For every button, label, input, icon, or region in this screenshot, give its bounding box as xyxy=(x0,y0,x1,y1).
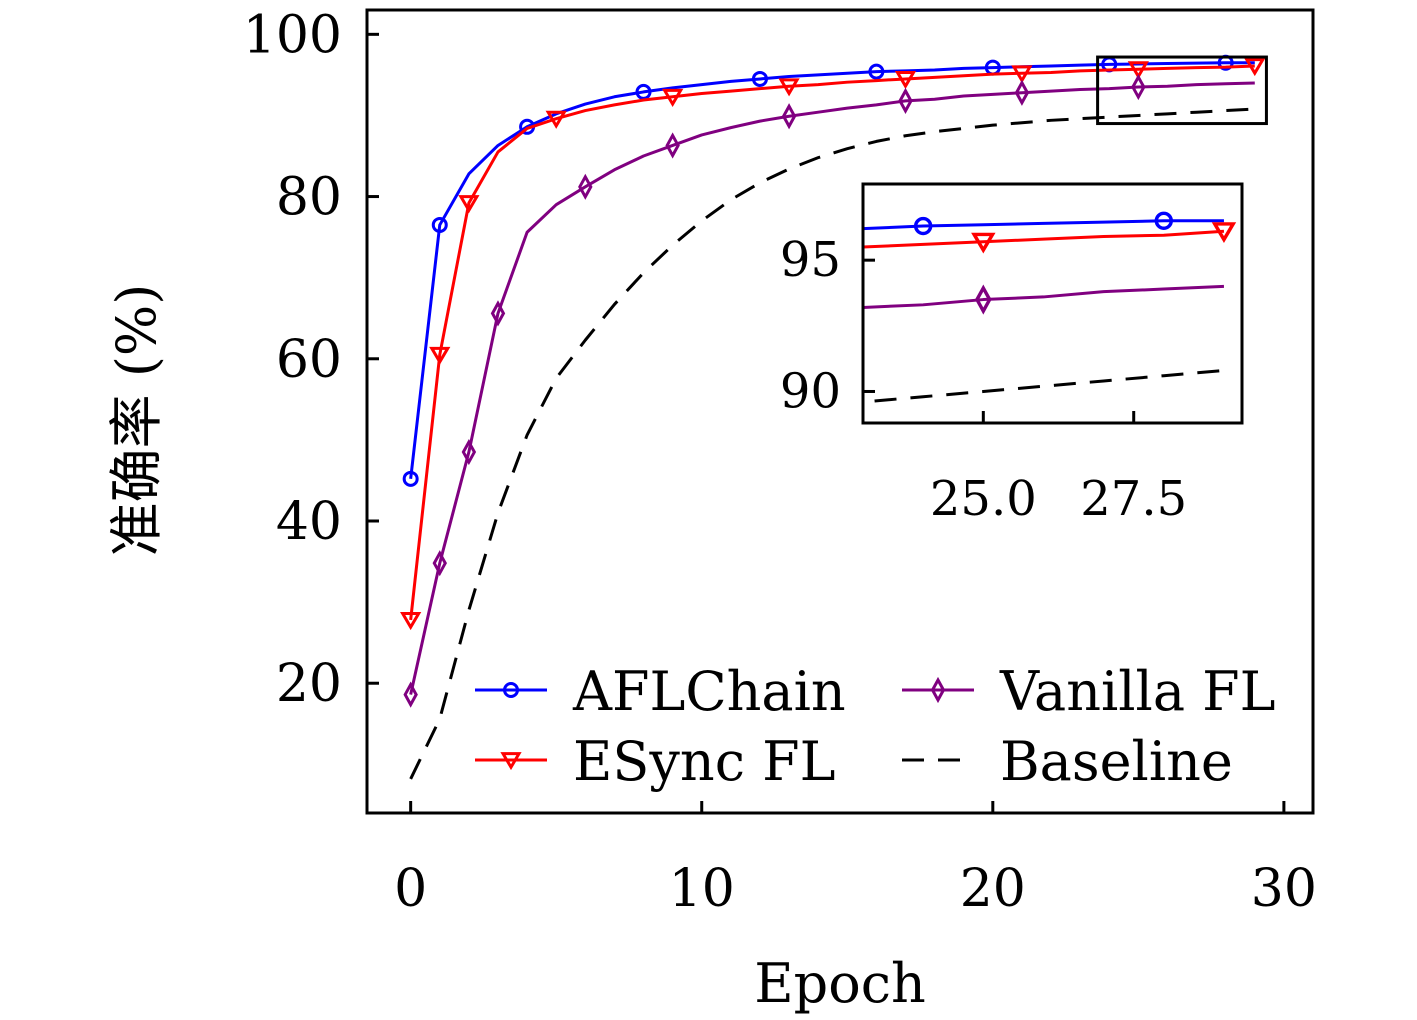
data-point-aflchain xyxy=(868,63,885,80)
y-tick-label: 20 xyxy=(276,654,342,714)
data-point-vanilla-fl xyxy=(432,550,447,577)
data-point-esync-fl xyxy=(1244,58,1266,77)
inset-y-tick-label: 90 xyxy=(780,363,841,419)
legend-label: AFLChain xyxy=(572,660,846,723)
data-point-vanilla-fl xyxy=(781,103,797,130)
data-point-esync-fl xyxy=(778,78,800,97)
x-tick-label: 20 xyxy=(960,859,1026,919)
data-point-aflchain xyxy=(431,216,448,233)
x-tick-label: 30 xyxy=(1251,859,1317,919)
series-baseline xyxy=(409,107,1255,780)
y-tick-label: 60 xyxy=(276,330,342,390)
inset-series-line-esync-fl xyxy=(863,229,1225,249)
legend-item-baseline: Baseline xyxy=(902,730,1233,793)
y-tick-label: 80 xyxy=(276,168,342,228)
data-point-esync-fl xyxy=(1127,61,1149,80)
data-point-vanilla-fl xyxy=(578,173,593,200)
legend: AFLChain ESync FL Vanilla FL Baseline xyxy=(475,660,1276,793)
inset-data-point-vanilla-fl xyxy=(975,284,992,315)
inset-data-point-esync-fl xyxy=(971,232,996,254)
data-point-esync-fl xyxy=(458,195,480,214)
data-point-vanilla-fl xyxy=(1014,79,1030,106)
data-point-esync-fl xyxy=(662,88,684,107)
data-point-aflchain xyxy=(402,470,419,487)
data-point-esync-fl xyxy=(545,110,567,129)
inset-series-vanilla-fl xyxy=(863,284,1225,315)
legend-marker xyxy=(503,682,519,698)
data-point-vanilla-fl xyxy=(403,681,418,708)
inset-series-aflchain xyxy=(863,211,1224,236)
main-plot-area: 0 10 20 30 20 40 60 80 100 xyxy=(243,5,1317,919)
inset-frame xyxy=(861,182,1244,425)
inset-plot-area: 25.0 27.5 90 95 xyxy=(780,182,1244,527)
inset-data-point-aflchain xyxy=(913,216,933,236)
inset-series-line-vanilla-fl xyxy=(863,284,1225,309)
plot-frame xyxy=(365,8,1315,815)
legend-label: Vanilla FL xyxy=(999,660,1276,723)
inset-x-tick-label: 27.5 xyxy=(1080,471,1187,527)
data-point-vanilla-fl xyxy=(461,438,477,466)
series-line-vanilla-fl xyxy=(409,81,1255,695)
y-axis-title: 准确率 (%) xyxy=(105,284,168,557)
x-tick-label: 0 xyxy=(394,859,427,919)
legend-marker xyxy=(930,676,946,704)
data-point-aflchain xyxy=(751,70,768,87)
legend-item-esync-fl: ESync FL xyxy=(475,730,835,793)
x-tick-label: 10 xyxy=(669,859,735,919)
series-esync-fl xyxy=(400,58,1266,631)
legend-item-vanilla-fl: Vanilla FL xyxy=(902,660,1276,723)
inset-series-group xyxy=(863,211,1237,404)
data-point-vanilla-fl xyxy=(1131,73,1146,101)
inset-series-esync-fl xyxy=(863,222,1237,254)
series-line-baseline xyxy=(409,107,1255,780)
legend-item-aflchain: AFLChain xyxy=(475,660,846,723)
data-point-vanilla-fl xyxy=(898,87,913,114)
y-tick-label: 40 xyxy=(276,492,342,552)
data-point-aflchain xyxy=(635,83,652,100)
data-point-vanilla-fl xyxy=(490,300,506,327)
data-point-esync-fl xyxy=(400,612,422,631)
legend-label: ESync FL xyxy=(573,730,835,793)
y-tick-label: 100 xyxy=(243,5,342,65)
data-point-esync-fl xyxy=(894,71,917,90)
legend-marker xyxy=(500,752,522,771)
zoom-region-box xyxy=(1096,55,1268,126)
legend-label: Baseline xyxy=(1000,730,1233,793)
data-point-esync-fl xyxy=(429,346,451,365)
data-point-esync-fl xyxy=(1011,65,1033,84)
inset-data-point-esync-fl xyxy=(1211,222,1237,243)
inset-y-tick-label: 95 xyxy=(780,232,841,288)
inset-series-line-aflchain xyxy=(863,219,1224,231)
x-axis-title: Epoch xyxy=(754,952,926,1015)
inset-data-point-aflchain xyxy=(1154,211,1173,230)
inset-x-tick-label: 25.0 xyxy=(930,471,1037,527)
data-point-vanilla-fl xyxy=(665,132,680,159)
series-vanilla-fl xyxy=(403,73,1255,708)
